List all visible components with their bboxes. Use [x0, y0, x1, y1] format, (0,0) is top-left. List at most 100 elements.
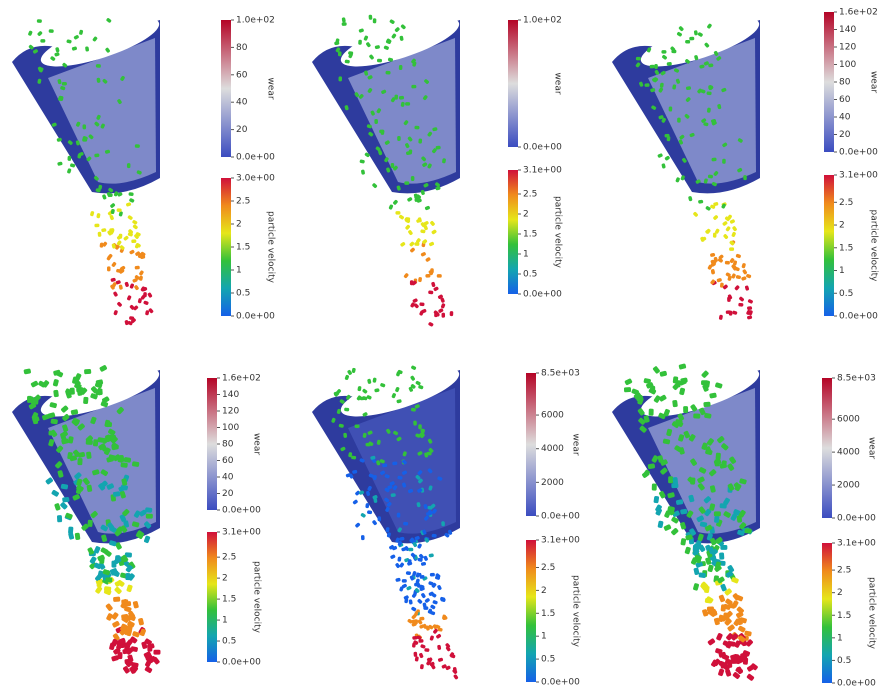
particle: [732, 310, 738, 315]
particle: [140, 294, 146, 300]
particle: [99, 365, 108, 372]
particle: [139, 628, 146, 637]
panel: [12, 17, 160, 326]
particle: [126, 163, 131, 169]
colorbar: [822, 378, 832, 518]
particle: [366, 124, 372, 129]
particle: [437, 476, 443, 481]
particle: [419, 585, 424, 591]
particle: [418, 277, 422, 283]
particle: [405, 143, 410, 149]
particle: [140, 286, 146, 292]
particle: [384, 497, 390, 503]
particle: [725, 310, 731, 314]
particle: [384, 140, 390, 145]
particle: [686, 510, 694, 518]
particle: [96, 77, 101, 83]
colorbar-title: wear: [252, 433, 262, 455]
particle: [649, 64, 655, 69]
particle: [411, 365, 417, 370]
particle: [352, 499, 358, 505]
panel: [312, 14, 460, 327]
particle: [680, 538, 687, 546]
particle: [124, 320, 129, 326]
particle: [366, 42, 371, 48]
particle: [705, 206, 711, 211]
particle: [344, 374, 349, 381]
particle: [445, 646, 451, 652]
particle: [724, 588, 732, 596]
particle: [48, 438, 55, 447]
particle: [110, 203, 116, 208]
particle: [675, 419, 683, 425]
particle: [361, 169, 365, 175]
particle: [107, 193, 113, 197]
panel: [312, 365, 460, 680]
particle: [637, 408, 645, 416]
particle: [442, 158, 446, 164]
particle: [82, 136, 88, 141]
particle: [698, 467, 707, 474]
particle: [49, 402, 57, 409]
particle: [425, 273, 431, 278]
particle: [664, 510, 671, 518]
particle: [744, 630, 752, 637]
particle: [729, 219, 735, 224]
particle: [374, 45, 380, 50]
particle: [633, 392, 642, 400]
particle: [56, 137, 62, 142]
particle: [102, 194, 107, 200]
particle: [437, 644, 442, 650]
particle: [433, 628, 438, 634]
particle: [407, 618, 413, 624]
particle: [424, 515, 429, 521]
particle: [114, 580, 123, 587]
particle: [427, 163, 432, 169]
particle: [658, 412, 666, 420]
particle: [725, 658, 733, 665]
particle: [430, 604, 436, 610]
particle: [109, 228, 115, 232]
particle: [87, 547, 95, 555]
particle: [129, 283, 135, 289]
particle: [644, 83, 650, 87]
particle: [739, 522, 747, 530]
particle: [144, 521, 152, 529]
particle: [694, 55, 699, 61]
particle: [414, 198, 420, 202]
particle: [444, 532, 450, 538]
particle: [355, 490, 361, 496]
particle: [428, 290, 434, 295]
particle: [692, 548, 700, 557]
particle: [402, 482, 407, 488]
particle: [729, 456, 737, 464]
particle: [697, 32, 703, 37]
colorbar: [508, 170, 518, 294]
particle: [722, 284, 728, 290]
particle: [403, 120, 409, 126]
particle: [31, 412, 39, 420]
particle: [126, 584, 133, 593]
funnel-opening: [640, 367, 760, 417]
particle: [445, 665, 451, 671]
particle: [138, 275, 143, 281]
colorbar-tick-label: 120: [222, 407, 239, 417]
particle: [28, 402, 37, 410]
particle: [624, 378, 633, 386]
particle: [68, 532, 75, 540]
particle: [680, 522, 687, 530]
particle: [426, 657, 432, 663]
particle: [420, 229, 426, 234]
particle: [417, 488, 423, 493]
particle: [737, 167, 743, 173]
particle: [113, 491, 121, 497]
particle: [737, 138, 743, 143]
particle: [359, 458, 365, 463]
panel: [612, 17, 760, 320]
particle: [28, 30, 33, 36]
particle: [122, 509, 130, 517]
particle: [710, 253, 716, 257]
particle: [96, 114, 101, 120]
colorbar-tick-label: 80: [236, 43, 248, 53]
particle: [741, 263, 746, 269]
